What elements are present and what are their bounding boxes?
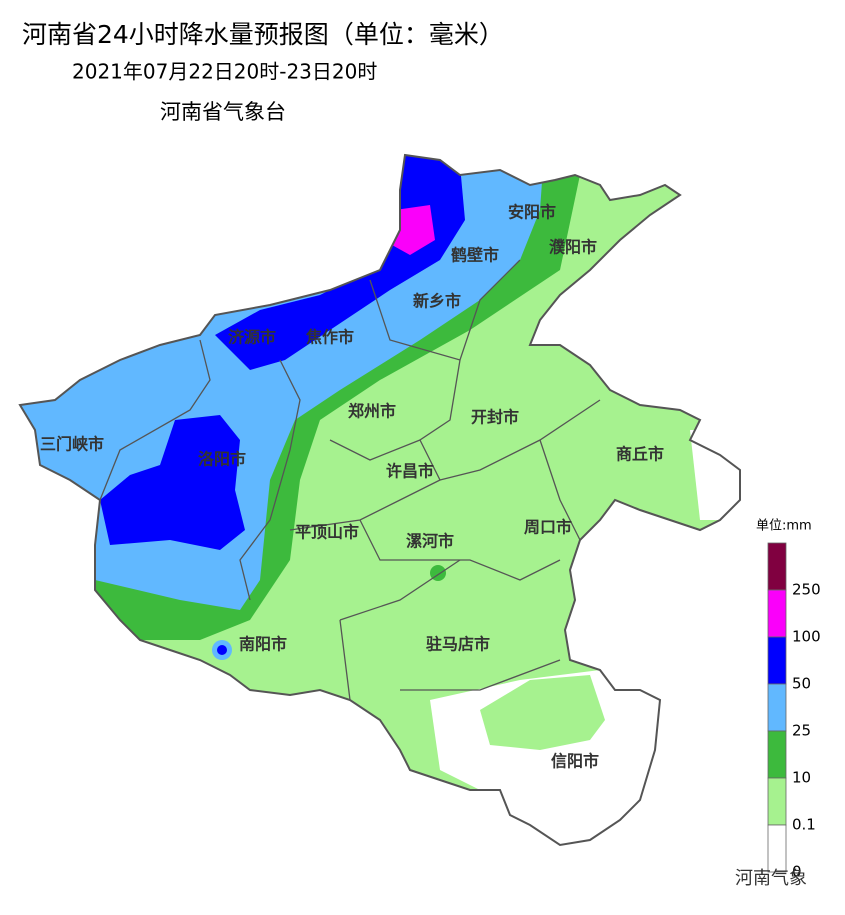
area-blue	[217, 645, 227, 655]
legend-swatch	[767, 730, 787, 779]
city-label: 三门峡市	[40, 435, 104, 454]
city-label: 信阳市	[551, 752, 599, 771]
rain-map	[20, 155, 740, 845]
city-label: 郑州市	[348, 402, 396, 421]
city-label: 开封市	[471, 408, 519, 427]
area-light-green	[480, 675, 605, 750]
legend-label: 10	[792, 769, 811, 787]
legend-label: 0.1	[792, 816, 816, 834]
legend-swatch	[767, 777, 787, 826]
subtitle: 2021年07月22日20时-23日20时	[72, 60, 377, 84]
city-label: 安阳市	[508, 203, 556, 222]
legend-swatch	[767, 542, 787, 591]
legend-label: 0	[792, 863, 802, 881]
legend-title: 单位:mm	[756, 519, 812, 534]
city-label: 鹤壁市	[451, 246, 499, 265]
legend-label: 250	[792, 581, 821, 599]
area-white	[690, 430, 740, 520]
city-label: 新乡市	[413, 292, 461, 311]
legend: 单位:mm 250 100 50 25 10 0.1 0	[756, 519, 821, 881]
city-label: 洛阳市	[198, 450, 246, 469]
watermark: 河南气象	[735, 868, 807, 889]
area-magenta	[392, 205, 435, 255]
legend-label: 50	[792, 675, 811, 693]
city-label: 南阳市	[239, 635, 287, 654]
legend-swatch	[767, 683, 787, 732]
legend-label: 100	[792, 628, 821, 646]
title: 河南省24小时降水量预报图（单位：毫米）	[22, 20, 504, 49]
issuer: 河南省气象台	[160, 100, 286, 124]
city-label: 平顶山市	[295, 523, 359, 542]
city-label: 焦作市	[305, 328, 354, 347]
city-label: 周口市	[524, 518, 572, 537]
city-label: 濮阳市	[549, 238, 597, 257]
legend-swatch	[767, 824, 787, 873]
city-label: 济源市	[228, 328, 276, 347]
legend-label: 25	[792, 722, 811, 740]
city-label: 商丘市	[616, 445, 664, 464]
city-label: 许昌市	[386, 462, 434, 481]
city-label: 漯河市	[406, 532, 454, 551]
area-blue	[100, 415, 245, 550]
legend-swatch	[767, 589, 787, 638]
area-blue	[215, 155, 465, 370]
legend-swatch	[767, 636, 787, 685]
city-label: 驻马店市	[426, 635, 490, 654]
borders	[18, 153, 741, 847]
